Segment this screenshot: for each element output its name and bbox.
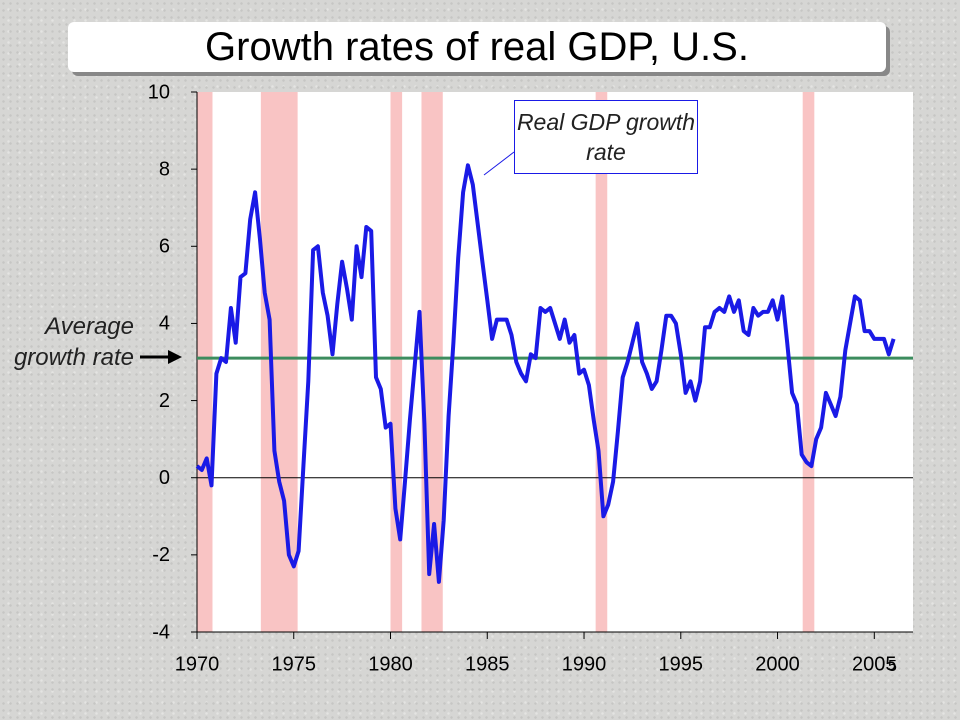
annotation: Real GDP growth rate [514,100,698,174]
x-tick-label: 1985 [465,653,510,675]
slide-number: 5 [888,658,897,675]
x-tick-label: 1980 [368,653,413,675]
x-tick-label: 2005 [852,653,897,675]
chart-title: Growth rates of real GDP, U.S. [68,22,886,72]
plot-area [197,92,913,632]
x-tick-label: 1995 [659,653,704,675]
recession-band [260,92,298,632]
annotation-leader [483,151,515,176]
gdp-line [195,163,896,584]
recession-band [595,92,608,632]
x-tick-label: 2000 [755,653,800,675]
x-tick-label: 1975 [272,653,317,675]
y-tick-label: -2 [152,544,170,566]
x-tick-label: 1990 [562,653,607,675]
y-tick-label: 8 [159,158,170,180]
y-tick-label: 4 [159,313,170,335]
x-tick-label: 1970 [175,653,220,675]
recession-band [802,92,815,632]
y-tick-label: 0 [159,467,170,489]
y-tick-label: 2 [159,390,170,412]
y-tick-label: 6 [159,236,170,258]
average-label: Average growth rate [13,313,134,371]
recession-band [197,92,213,632]
average-arrowhead [168,350,182,364]
y-tick-label: 10 [148,81,170,103]
y-tick-label: -4 [152,621,170,643]
recession-band [390,92,403,632]
